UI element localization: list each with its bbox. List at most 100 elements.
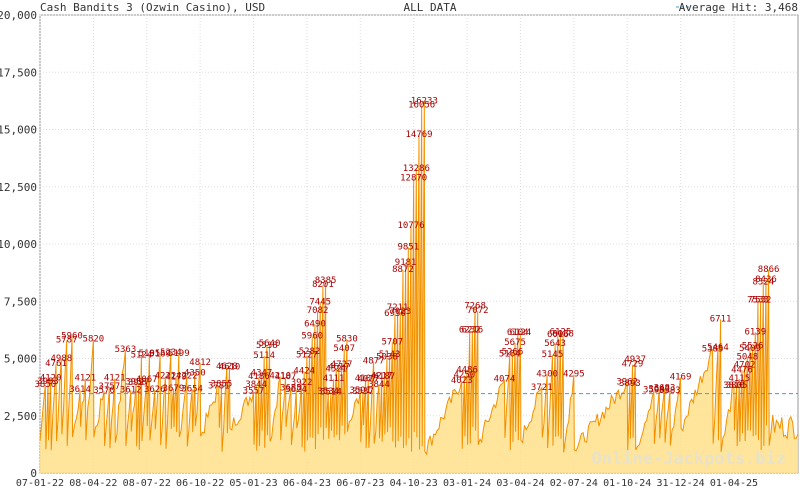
y-tick-label: 2,500 [4,410,37,423]
peak-value-label: 4617 [328,362,350,372]
x-tick-label: 08-04-22 [69,478,117,489]
peak-value-label: 5038 [376,353,398,363]
area-line [39,101,799,456]
peak-value-label: 5127 [296,351,318,361]
peak-value-label: 4486 [456,365,478,375]
peak-value-label: 4120 [40,374,62,384]
peak-value-label: 3583 [659,386,681,396]
peak-value-label: 5787 [56,335,78,345]
peak-value-label: 6125 [550,328,572,338]
peak-value-label: 6950 [384,309,406,319]
peak-value-label: 4610 [219,362,241,372]
y-tick-label: 7,500 [4,295,37,308]
y-tick-label: 12,500 [0,181,37,194]
peak-value-label: 3679 [163,384,185,394]
peak-value-label: 3612 [120,385,142,395]
peak-value-label: 6232 [459,325,481,335]
peak-value-label: 3781 [208,381,230,391]
peak-value-label: 4727 [331,360,353,370]
peak-value-label: 5234 [160,348,182,358]
peak-value-label: 3537 [352,387,374,397]
peak-value-label: 3844 [368,380,390,390]
peak-value-label: 4347 [251,368,273,378]
peak-value-label: 4937 [624,355,646,365]
x-tick-label: 01-10-24 [603,478,651,489]
peak-value-label: 5538 [256,341,278,351]
peak-value-label: 5820 [83,335,105,345]
peak-value-label: 5124 [131,351,153,361]
peak-value-label: 5048 [736,352,758,362]
peak-value-label: 3626 [144,385,166,395]
peak-value-label: 3922 [291,378,313,388]
peak-labels: 3850398341204761498857875960361441215820… [34,96,779,397]
peak-value-label: 4179 [165,372,187,382]
peak-value-label: 3958 [125,377,147,387]
peak-value-label: 5145 [542,350,564,360]
peak-value-label: 5960 [301,332,323,342]
peak-value-label: 4111 [323,374,345,384]
x-tick-label: 05-01-23 [229,478,277,489]
x-tick-label: 08-07-22 [123,478,171,489]
peak-value-label: 3893 [619,379,641,389]
peak-value-label: 4250 [454,371,476,381]
peak-value-label: 5830 [336,334,358,344]
peak-value-label: 4222 [176,371,198,381]
x-tick-label: 06-10-22 [176,478,224,489]
peak-value-label: 5643 [544,339,566,349]
peak-value-label: 5707 [381,337,403,347]
x-tick-label: 01-04-25 [710,478,758,489]
peak-value-label: 7533 [747,295,769,305]
area-series [39,101,799,473]
x-tick-label: 07-01-22 [16,478,64,489]
peak-value-label: 3983 [37,377,59,387]
peak-value-label: 4077 [357,375,379,385]
peak-value-label: 12870 [400,173,427,183]
peak-value-label: 4210 [269,372,291,382]
peak-value-label: 3642 [648,385,670,395]
peak-value-label: 5640 [259,339,281,349]
peak-value-label: 16233 [411,96,438,106]
peak-value-label: 5385 [702,345,724,355]
peak-value-label: 5282 [299,347,321,357]
peak-value-label: 6490 [304,319,326,329]
peak-value-label: 5960 [61,332,83,342]
x-tick-label: 31-12-24 [656,478,704,489]
peak-value-label: 4295 [563,370,585,380]
peak-value-label: 9851 [397,242,419,252]
peak-value-label: 7445 [309,298,331,308]
peak-value-label: 7082 [307,306,329,316]
peak-value-label: 4107 [355,374,377,384]
peak-value-label: 10776 [397,221,424,231]
peak-value-label: 4067 [136,375,158,385]
x-tick-label: 03-04-24 [496,478,544,489]
peak-value-label: 7268 [464,302,486,312]
peak-value-label: 3514 [320,388,342,398]
peak-value-label: 4877 [363,356,385,366]
peak-value-label: 4023 [451,376,473,386]
peak-value-label: 3855 [211,380,233,390]
y-tick-label: 5,000 [4,353,37,366]
peak-value-label: 5164 [499,350,521,360]
chart-title: Cash Bandits 3 (Ozwin Casino), USD [40,1,265,14]
peak-value-label: 5526 [742,341,764,351]
peak-value-label: 4476 [731,365,753,375]
peak-value-label: 6139 [744,327,766,337]
peak-value-label: 8385 [315,276,337,286]
peak-value-label: 3614 [69,385,91,395]
peak-value-label: 4424 [293,367,315,377]
peak-value-label: 4300 [536,370,558,380]
peak-value-label: 5266 [502,347,524,357]
peak-value-label: 4521 [325,364,347,374]
y-tick-label: 17,500 [0,66,37,79]
peak-value-label: 3683 [654,384,676,394]
peak-value-label: 3557 [243,387,265,397]
peak-value-label: 6124 [510,328,532,338]
peak-value-label: 5464 [707,343,729,353]
peak-value-label: 4628 [216,362,238,372]
peak-value-label: 3757 [99,382,121,392]
peak-value-label: 4222 [155,371,177,381]
x-tick-label: 06-07-23 [336,478,384,489]
peak-value-label: 9181 [395,258,417,268]
